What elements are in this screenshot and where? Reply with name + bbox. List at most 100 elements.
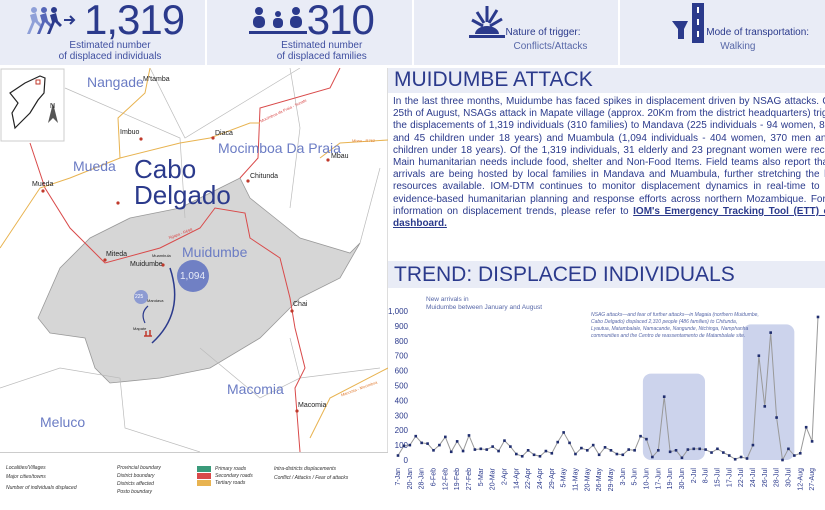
transport-value: Walking — [720, 41, 756, 52]
map-panel[interactable]: N Nangade Mocimboa Da Praia Mueda Muidum… — [0, 68, 388, 510]
data-point — [455, 440, 459, 443]
y-tick-label: 1,000 — [388, 307, 409, 316]
data-point — [639, 434, 642, 438]
village-label: Mapate — [133, 326, 147, 331]
x-tick-label: 6-Feb — [430, 468, 437, 486]
data-point — [574, 452, 577, 456]
data-point — [580, 446, 583, 450]
attack-icon — [144, 330, 152, 337]
data-point — [544, 449, 548, 453]
data-point — [503, 439, 506, 442]
data-point — [609, 449, 613, 452]
x-tick-label: 3-Jun — [620, 468, 627, 486]
province-line-1: Cabo — [134, 154, 197, 184]
data-point — [763, 405, 767, 408]
data-point — [467, 434, 471, 437]
data-point — [716, 447, 719, 451]
article-text: In the last three months, Muidumbe has f… — [393, 96, 825, 217]
x-tick-label: 29-Apr — [549, 467, 556, 489]
data-point — [627, 448, 631, 451]
data-point — [568, 441, 571, 445]
village-label: Muambula — [152, 253, 171, 258]
data-point — [793, 454, 796, 457]
data-point — [449, 450, 453, 454]
data-point — [461, 449, 465, 453]
data-point — [615, 452, 619, 456]
x-tick-label: 24-Jul — [750, 468, 757, 488]
legend-item: Districts affected — [117, 481, 154, 487]
kpi-header: 1,319 Estimated number of displaced indiv… — [0, 0, 825, 65]
data-point — [432, 449, 435, 452]
legend-item: Localities/Villages — [6, 465, 46, 471]
x-tick-label: 15-Jul — [714, 468, 721, 488]
x-tick-label: 12-Feb — [442, 468, 449, 490]
data-point — [686, 448, 690, 451]
mandava-bubble — [134, 290, 148, 304]
family-icon — [248, 7, 307, 34]
data-point — [798, 451, 802, 455]
data-point — [692, 447, 696, 451]
series-line — [397, 316, 819, 462]
district-macomia: Macomia — [227, 381, 284, 397]
families-caption-2: of displaced families — [276, 51, 367, 62]
transport-label: Mode of transportation: — [706, 27, 810, 38]
trigger-label: Nature of trigger: — [505, 27, 581, 38]
x-tick-label: 20-Jan — [407, 468, 414, 490]
data-point — [739, 455, 743, 459]
x-tick-label: 7-Jan — [395, 468, 402, 486]
data-point — [651, 455, 654, 459]
article-panel: MUIDUMBE ATTACK In the last three months… — [388, 68, 825, 510]
legend-item: Number of individuals displaced — [6, 485, 77, 491]
x-tick-label: 2-Apr — [501, 467, 508, 485]
data-point — [745, 457, 749, 460]
data-point — [757, 354, 761, 357]
data-point — [674, 449, 678, 452]
legend-item: Primary roads — [197, 466, 246, 472]
x-tick-label: 19-Jun — [667, 468, 674, 490]
highlight-region — [642, 373, 706, 460]
x-tick-label: 27-Feb — [466, 468, 473, 490]
article-body: In the last three months, Muidumbe has f… — [393, 96, 825, 230]
explosion-icon — [468, 6, 505, 38]
trigger-value: Conflicts/Attacks — [513, 41, 588, 52]
data-point — [591, 443, 595, 447]
data-point — [585, 449, 589, 452]
province-line-2: Delgado — [134, 180, 231, 210]
individuals-caption-2: of displaced individuals — [58, 51, 162, 62]
y-tick-label: 100 — [395, 441, 409, 450]
ett-dashboard-link[interactable]: IOM's Emergency Tracking Tool (ETT) onli… — [393, 205, 825, 230]
x-tick-label: 8-Jul — [703, 468, 710, 484]
town-label: Chai — [293, 301, 308, 308]
data-point — [491, 445, 494, 448]
legend-item: Secondary roads — [197, 473, 253, 479]
town-label: Mbau — [331, 153, 349, 160]
x-tick-label: 26-Jul — [762, 468, 769, 488]
data-point — [479, 447, 483, 451]
x-tick-label: 20-May — [584, 468, 591, 492]
town-label: Chitunda — [250, 173, 279, 180]
road-label: Mbau - R762 — [352, 138, 376, 143]
kpi-families: 310 Estimated number of displaced familie… — [207, 0, 414, 65]
x-tick-label: 20-Mar — [490, 467, 497, 490]
muambula-bubble — [177, 260, 209, 292]
x-tick-label: 11-May — [572, 468, 579, 491]
district-muidumbe: Muidumbe — [182, 244, 248, 260]
data-point — [444, 435, 447, 439]
data-point — [769, 331, 772, 334]
individuals-count: 1,319 — [84, 0, 185, 43]
x-tick-label: 5-Jun — [632, 468, 639, 486]
y-tick-label: 900 — [395, 322, 409, 331]
data-point — [680, 456, 684, 460]
town-label: Diaca — [215, 130, 233, 137]
map-canvas — [0, 68, 388, 452]
families-caption-1: Estimated number — [281, 40, 363, 51]
data-point — [662, 395, 666, 398]
town-label: Imbuo — [120, 129, 140, 136]
x-tick-label: 28-Jul — [774, 468, 781, 488]
data-point — [722, 451, 725, 454]
data-point — [698, 447, 701, 451]
data-point — [396, 454, 400, 457]
kpi-individuals: 1,319 Estimated number of displaced indiv… — [0, 0, 207, 65]
x-tick-label: 24-Apr — [537, 467, 544, 489]
province-label: Cabo Delgado — [134, 156, 231, 208]
